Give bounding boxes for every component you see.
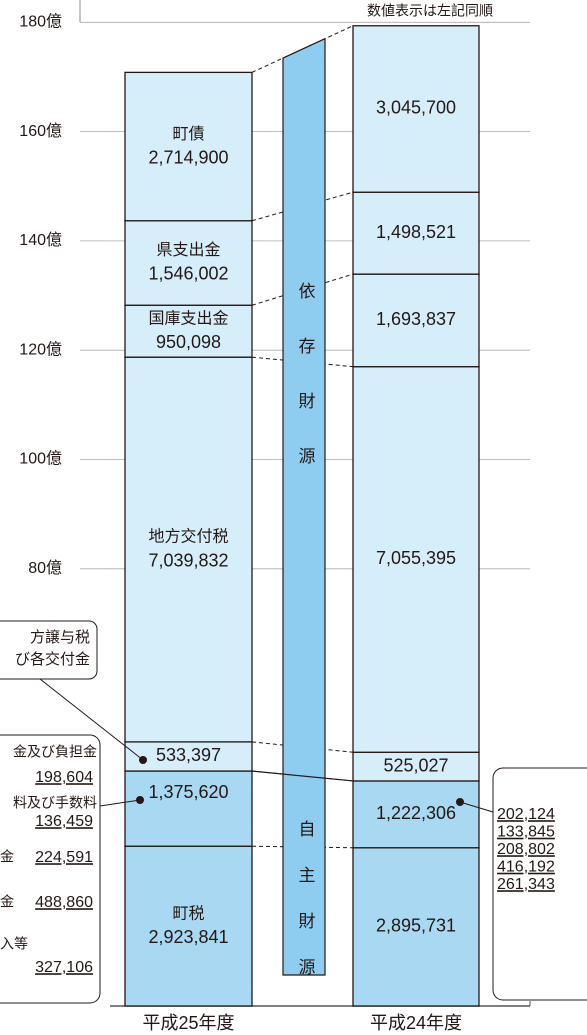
y-tick-label: 120億 — [19, 340, 62, 358]
callout-line — [459, 801, 494, 813]
segment-name: 地方交付税 — [148, 528, 228, 546]
bar-segment — [352, 847, 480, 1007]
callout-box — [0, 620, 98, 680]
breakdown-label: 料及び手数料 — [13, 795, 97, 811]
bar-segment — [352, 780, 480, 849]
breakdown-amount: 198,604 — [35, 769, 93, 786]
breakdown-amount: 202,124 — [497, 806, 555, 823]
y-tick-label: 140億 — [19, 231, 62, 249]
callout-text: 方譲与税 — [30, 629, 90, 646]
bar-segment — [124, 770, 253, 847]
breakdown-amount: 136,459 — [35, 813, 93, 830]
y-tick-label: 80億 — [28, 559, 62, 577]
bar-segment — [124, 304, 253, 358]
breakdown-amount: 261,343 — [497, 876, 555, 893]
dependent-label: 依存財源 — [296, 282, 316, 502]
breakdown-amount: 224,591 — [35, 849, 93, 866]
segment-name: 県支出金 — [156, 241, 220, 259]
data-label: 2,923,841 — [148, 927, 228, 947]
callout-dot — [139, 756, 147, 764]
bar-segment — [352, 273, 480, 368]
data-label: 950,098 — [156, 332, 221, 352]
bar-segment — [352, 366, 480, 753]
callout-text: び各交付金 — [15, 650, 90, 668]
data-label: 2,895,731 — [376, 916, 456, 936]
breakdown-amount: 416,192 — [497, 859, 555, 876]
bar-segment — [124, 220, 253, 306]
bar-segment — [124, 845, 253, 1007]
source-column — [282, 37, 326, 976]
y-tick-label: 160億 — [19, 122, 62, 140]
breakdown-label: 入等 — [0, 936, 28, 952]
data-label: 7,055,395 — [376, 548, 456, 568]
source-split — [251, 770, 354, 782]
x-tick-label: 平成24年度 — [370, 1013, 462, 1033]
data-label: 7,039,832 — [148, 550, 228, 570]
breakdown-label: 金 — [0, 849, 14, 865]
data-label: 1,498,521 — [376, 222, 456, 242]
segment-name: 町債 — [172, 125, 204, 143]
breakdown-box — [492, 767, 587, 1001]
data-label: 525,027 — [383, 755, 448, 775]
breakdown-amount: 327,106 — [35, 959, 93, 976]
y-tick-label: 180億 — [19, 13, 62, 31]
data-label: 1,375,620 — [148, 782, 228, 802]
independent-label: 自主財源 — [296, 820, 316, 1004]
breakdown-label: 金 — [0, 894, 14, 910]
note: 数値表示は左記同順 — [367, 3, 493, 19]
breakdown-amount: 208,802 — [497, 841, 555, 858]
callout-dot — [136, 796, 144, 804]
data-label: 1,222,306 — [376, 803, 456, 823]
connector — [251, 25, 354, 73]
callout-line — [99, 799, 141, 807]
breakdown-amount: 488,860 — [35, 894, 93, 911]
data-label: 1,546,002 — [148, 264, 228, 284]
bar-segment — [124, 71, 253, 222]
bar-segment — [352, 191, 480, 275]
data-label: 1,693,837 — [376, 309, 456, 329]
bar-segment — [352, 751, 480, 782]
breakdown-label: 金及び負担金 — [13, 744, 97, 760]
bar-segment — [352, 25, 480, 193]
breakdown-box — [0, 734, 101, 1004]
breakdown-amount: 133,845 — [497, 824, 555, 841]
callout-dot — [456, 798, 464, 806]
y-tick-label: 100億 — [19, 450, 62, 468]
data-label: 533,397 — [156, 745, 221, 765]
data-label: 2,714,900 — [148, 147, 228, 167]
callout-line — [39, 678, 144, 761]
segment-name: 国庫支出金 — [148, 309, 228, 327]
x-tick-label: 平成25年度 — [142, 1013, 234, 1033]
segment-name: 町税 — [172, 904, 204, 922]
data-label: 3,045,700 — [376, 98, 456, 118]
bar-segment — [124, 356, 253, 743]
